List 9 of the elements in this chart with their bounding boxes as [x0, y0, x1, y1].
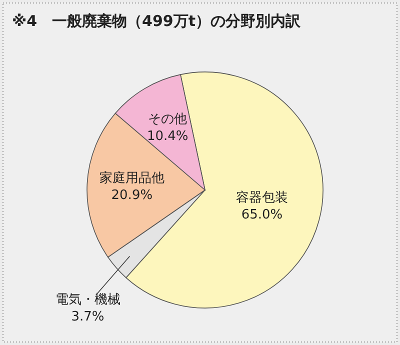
slice-label: その他: [148, 112, 188, 128]
slice-label: 容器包装: [236, 189, 288, 206]
data-label: 3.7%: [71, 309, 104, 324]
slice-label: 家庭用品他: [99, 170, 164, 186]
data-label: 10.4%: [146, 129, 188, 144]
data-label: 20.9%: [111, 188, 153, 204]
slice-label: 電気・機械: [55, 292, 120, 308]
data-label: 65.0%: [241, 207, 283, 222]
chart-title: ※4 一般廃棄物（499万t）の分野別内訳: [12, 12, 302, 30]
